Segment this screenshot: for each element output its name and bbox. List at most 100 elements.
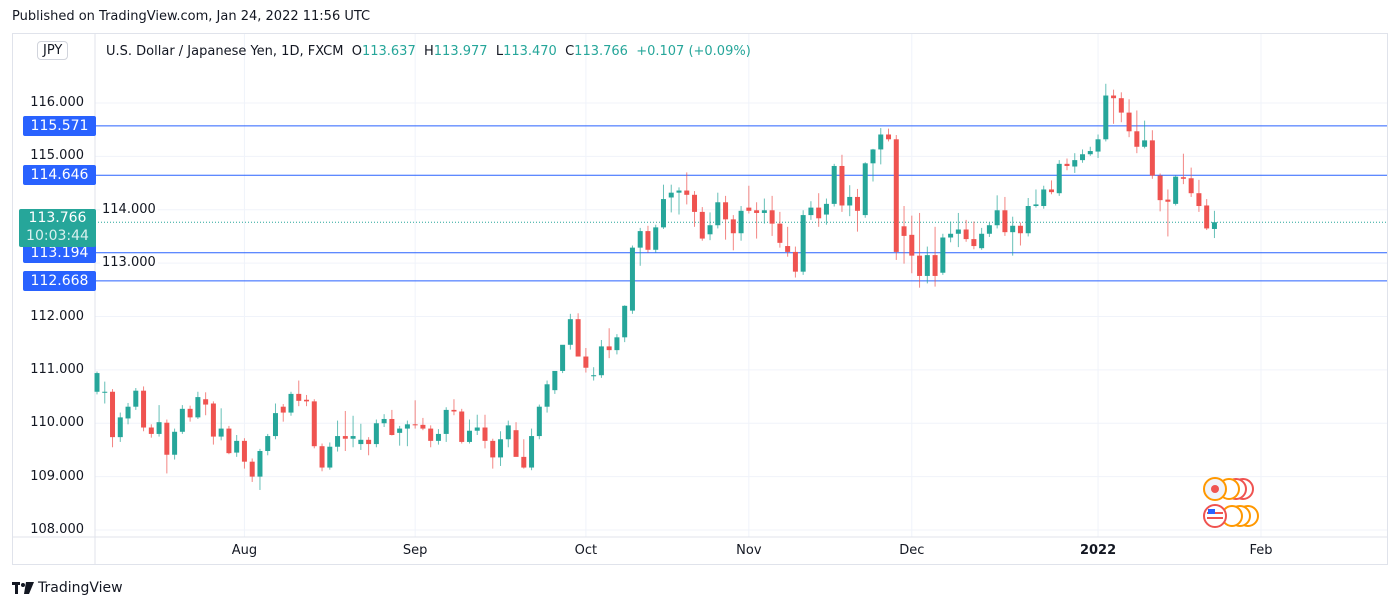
candle-body [342,436,348,439]
candle [195,391,201,419]
candle-body [404,424,410,429]
candle [404,420,410,447]
candle [1180,153,1186,185]
candle [521,439,527,469]
candle [420,417,426,431]
candle [629,245,635,314]
candle [466,419,472,444]
candle-body [901,226,907,236]
tradingview-logo[interactable]: TradingView [12,580,123,596]
candle-body [141,390,147,428]
high-label: H [424,44,434,59]
candle [257,448,263,490]
candle [785,226,791,257]
candle-body [272,413,278,437]
candle-body [955,229,961,234]
candle-body [288,393,294,413]
candle-body [699,211,705,239]
candle [490,438,496,469]
candle-body [560,344,566,371]
candle-body [994,210,1000,226]
candle [133,388,139,410]
candle-body [156,422,162,434]
candle [676,187,682,215]
candle-body [886,134,892,140]
candle [125,402,131,425]
candle [366,437,372,456]
candle [381,414,387,427]
candle-body [474,427,480,431]
candle [435,429,441,445]
candle [1041,185,1047,209]
candle [1095,134,1101,158]
horizontal-line-label[interactable]: 112.668 [23,270,96,291]
horizontal-line-label[interactable]: 114.646 [23,165,96,186]
candle [971,221,977,250]
candle [940,233,946,275]
candle [622,305,628,343]
candle-body [148,427,154,434]
candle [350,415,356,448]
candle-body [1095,139,1101,152]
candle-body [1134,131,1140,147]
candle-body [917,255,923,276]
candle [761,198,767,224]
candle-body [575,319,581,357]
candle [265,433,271,456]
candle-body [986,225,992,234]
candle-body [195,397,201,418]
y-tick-label: 115.000 [30,148,84,164]
y-tick-label: 111.000 [30,361,84,377]
chart-pane[interactable] [12,33,1388,565]
currency-button[interactable]: JPY [37,41,69,60]
y-tick-label: 113.000 [100,255,158,272]
candle [730,215,736,251]
candle-body [366,439,372,445]
candle-body [598,346,604,376]
candle [660,184,666,229]
candle-body [179,408,185,432]
candle [1010,216,1016,256]
candle [536,404,542,440]
candle-body [521,456,527,468]
horizontal-line-label[interactable]: 113.194 [23,242,96,263]
candle-body [932,255,938,276]
candle-body [280,406,286,413]
candle [917,212,923,288]
candle-body [800,215,806,272]
candle-body [1118,98,1124,113]
candle [505,420,511,448]
y-tick-label: 108.000 [30,522,84,537]
candle [575,313,581,357]
candle [428,425,434,448]
candle [878,128,884,165]
candle-body [707,225,713,235]
candle-body [218,428,224,437]
candle-body [979,233,985,249]
candle [1211,210,1217,239]
candle [583,347,589,373]
horizontal-line-label[interactable]: 115.571 [23,115,96,136]
y-tick-label: 116.000 [30,95,84,110]
candle-body [1064,163,1070,166]
candle [994,195,1000,229]
candle [699,207,705,241]
candle [1204,199,1210,231]
candle [668,184,674,213]
candle [800,210,806,275]
candle-body [1188,178,1194,194]
candle [909,215,915,274]
candle-body [164,422,170,455]
candle-body [591,375,597,377]
candle-body [567,319,573,345]
candle [296,380,302,407]
candle-body [1002,210,1008,233]
us-flag-icon[interactable] [1203,504,1259,528]
candle [955,212,961,248]
japan-flag-icon[interactable] [1203,477,1254,501]
candle [986,222,992,237]
x-tick-label: Aug [231,543,258,558]
candle-body [870,149,876,164]
candle-body [234,440,240,453]
